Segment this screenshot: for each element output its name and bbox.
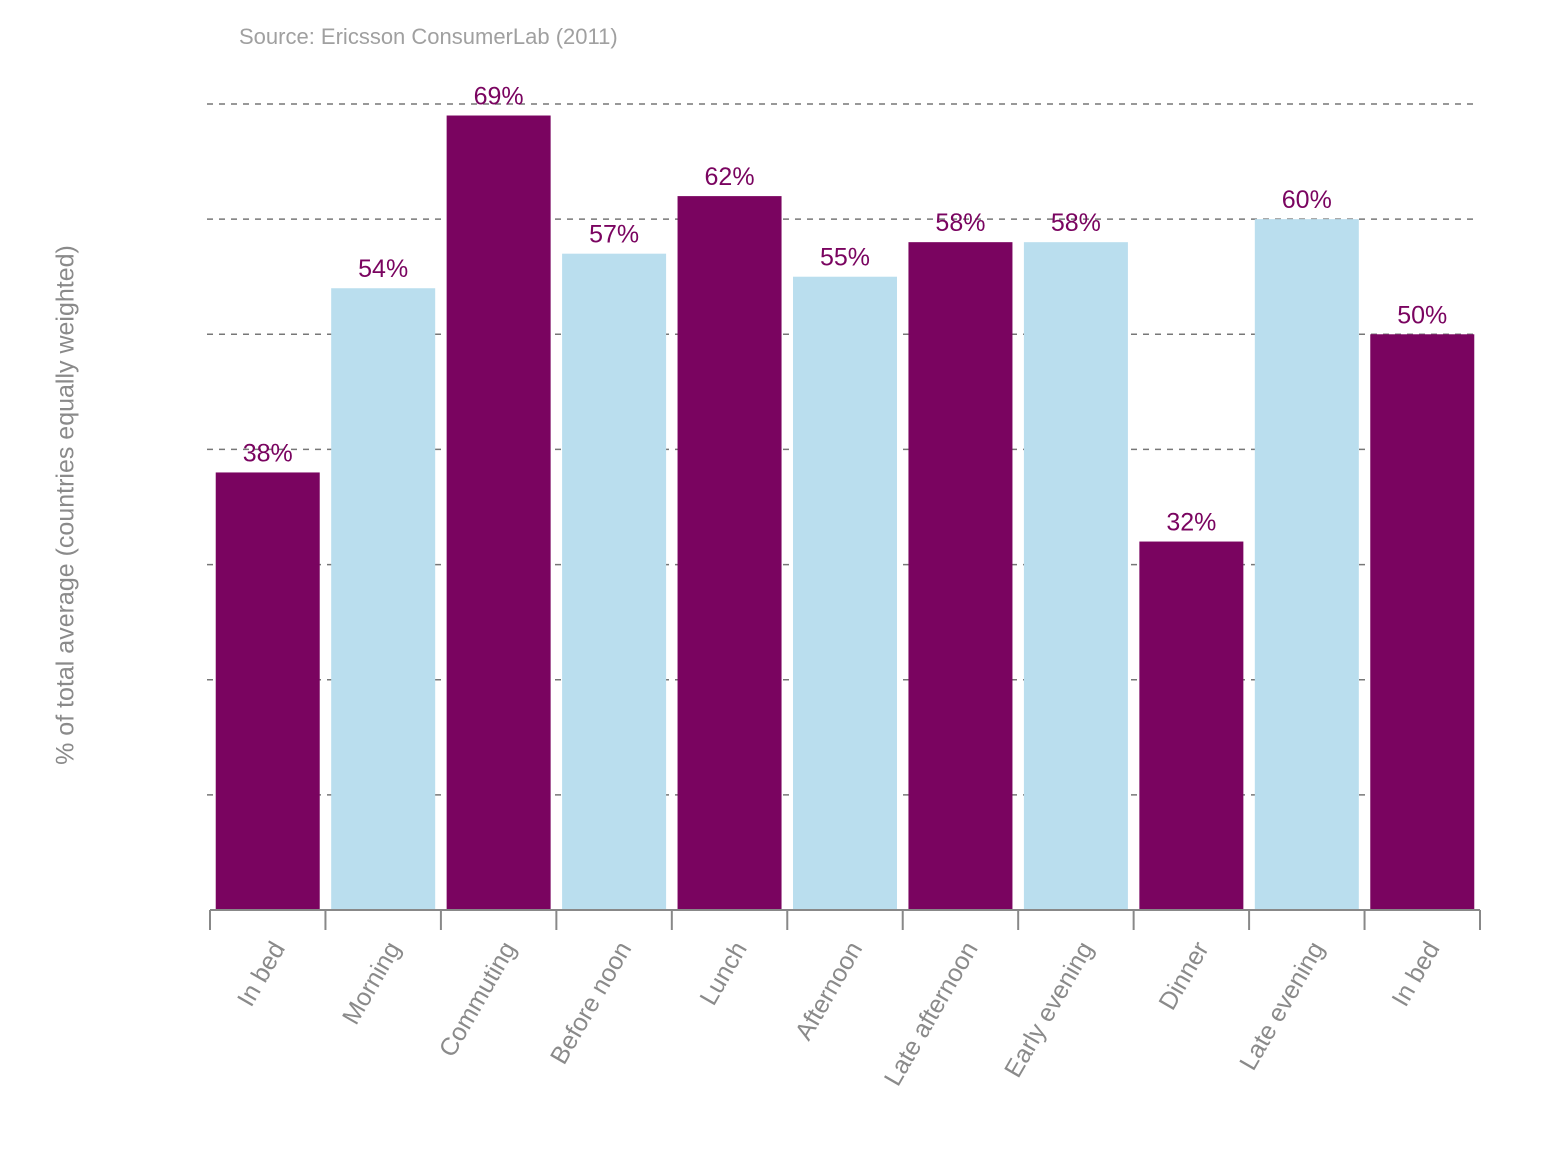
bar [1139, 541, 1244, 910]
bar [793, 276, 897, 910]
x-tick-label: Lunch [694, 937, 752, 1010]
data-label: 55% [820, 244, 870, 272]
bar [1023, 242, 1128, 910]
x-tick-label: Dinner [1153, 937, 1214, 1015]
x-tick-label: Before noon [545, 937, 637, 1069]
x-tick-label: Commuting [434, 937, 522, 1062]
data-label: 54% [358, 255, 408, 283]
data-label: 62% [705, 163, 755, 191]
bar [908, 242, 1013, 910]
x-tick-label: Afternoon [790, 937, 868, 1045]
data-label: 57% [589, 221, 639, 249]
bar [677, 196, 782, 911]
x-tick-label: Late evening [1234, 937, 1330, 1075]
bar [215, 472, 320, 910]
data-label: 50% [1397, 301, 1447, 329]
bar [331, 288, 436, 910]
x-tick-label: Early evening [999, 937, 1099, 1082]
bar [1370, 334, 1475, 910]
x-tick-label: Morning [337, 937, 406, 1029]
data-label: 60% [1282, 186, 1332, 214]
chart-source: Source: Ericsson ConsumerLab (2011) [239, 24, 618, 49]
x-tick-label: In bed [232, 937, 291, 1011]
x-tick-label: In bed [1386, 937, 1445, 1011]
data-label: 69% [474, 83, 524, 111]
data-label: 58% [1051, 209, 1101, 237]
data-label: 32% [1166, 509, 1216, 537]
data-label: 58% [935, 209, 985, 237]
data-label: 38% [243, 439, 293, 467]
x-tick-label: Late afternoon [879, 937, 984, 1091]
bar [446, 115, 551, 910]
bar [562, 253, 667, 910]
bar [1254, 219, 1359, 911]
